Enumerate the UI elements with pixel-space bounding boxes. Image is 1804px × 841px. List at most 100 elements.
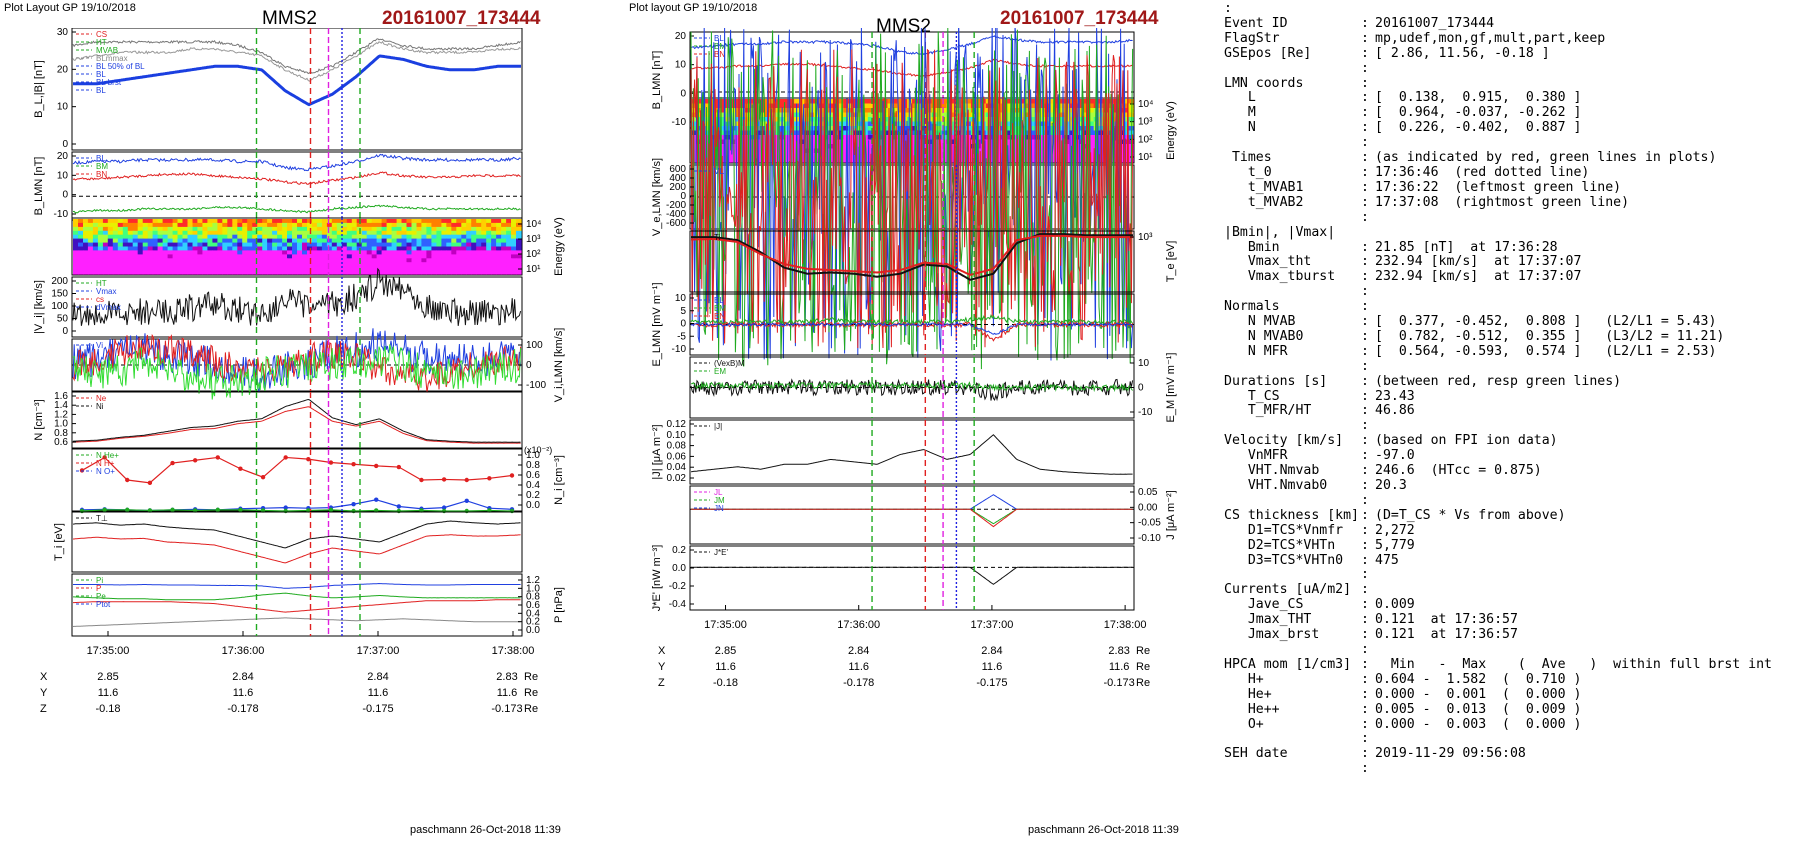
spectrogram-cell [774, 108, 780, 114]
spectrogram-cell [142, 219, 149, 224]
spectrogram-cell [187, 250, 194, 255]
spectrogram-cell [297, 254, 303, 259]
spectrogram-cell [784, 112, 790, 118]
info-row: VnMFR: -97.0 [1224, 448, 1800, 464]
spectrogram-cell [476, 250, 482, 255]
spectrogram-cell [147, 222, 154, 228]
spectrogram-cell [491, 242, 497, 248]
spectrogram-cell [247, 262, 253, 267]
spectrogram-cell [1049, 103, 1055, 109]
spectrogram-cell [1039, 144, 1046, 150]
spectrogram-cell [92, 230, 99, 236]
spectrogram-cell [112, 238, 119, 244]
y-axis-label: |J| [μA m⁻²] [651, 424, 663, 479]
info-row: : [1224, 284, 1800, 300]
left-tick-label: 1.6 [54, 391, 68, 402]
spectrogram-cell [401, 219, 408, 224]
spectrogram-cell [132, 254, 139, 259]
spectrogram-cell [117, 226, 124, 232]
spectrogram-cell [1005, 112, 1011, 118]
spectrogram-cell [361, 250, 368, 255]
info-value: 17:36:46 (red dotted line) [1375, 164, 1590, 180]
spectrogram-cell [381, 246, 388, 251]
info-row: He+:0.000 - 0.001 ( 0.000 ) [1224, 687, 1800, 703]
spectrogram-cell [441, 234, 447, 240]
spectrogram-cell [867, 144, 874, 150]
spectrogram-cell [416, 262, 423, 267]
spectrogram-cell [511, 230, 517, 236]
spectrogram-cell [127, 238, 134, 244]
spectrogram-cell [828, 108, 834, 114]
spectrogram-cell [995, 103, 1001, 109]
legend-entry: |J| [714, 422, 722, 431]
spectrogram-cell [406, 258, 413, 263]
spectrogram-cell [117, 270, 124, 275]
info-value: 0.009 [1375, 597, 1415, 613]
spectrogram-cell [461, 250, 467, 255]
spectrogram-cell [272, 250, 278, 255]
spectrogram-cell [252, 250, 258, 255]
spectrogram-cell [735, 144, 741, 150]
info-sep: : [1361, 388, 1369, 404]
info-value: (based on FPI ion data) [1375, 433, 1558, 449]
spectrogram-cell [127, 246, 134, 251]
spectrogram-cell [73, 222, 79, 228]
spectrogram-cell [292, 226, 298, 232]
info-value: 17:36:22 (leftmost green line) [1375, 179, 1622, 195]
spectrogram-cell [182, 234, 189, 240]
spectrogram-cell [735, 126, 741, 132]
spectrogram-cell [1034, 121, 1041, 127]
spectrogram-cell [207, 242, 213, 248]
spectrogram-cell [202, 234, 208, 240]
spectrogram-cell [252, 222, 258, 228]
spectrogram-cell [491, 270, 497, 275]
spectrogram-cell [297, 242, 303, 248]
spectrogram-cell [431, 222, 437, 228]
spectrogram-cell [720, 135, 726, 141]
spectrogram-cell [212, 270, 218, 275]
spectrogram-cell [232, 246, 238, 251]
spectrogram-cell [117, 250, 124, 255]
right-tick-label: 10⁴ [1138, 99, 1153, 110]
legend-entry: Ne [96, 394, 107, 403]
spectrogram-cell [356, 242, 363, 248]
spectrogram-cell [975, 103, 982, 109]
spectrogram-cell [366, 222, 373, 228]
series-line-NH [81, 456, 513, 484]
right-axis-label: E_M [mV m⁻¹] [1165, 353, 1177, 423]
spectrogram-cell [331, 246, 338, 251]
spectrogram-cell [396, 250, 403, 255]
info-sep: : [1361, 448, 1369, 464]
spectrogram-cell [242, 258, 248, 263]
spectrogram-cell [107, 246, 114, 251]
spectrogram-cell [1059, 112, 1065, 118]
spectrogram-cell [1029, 139, 1036, 145]
spectrogram-cell [97, 266, 104, 271]
info-sep: : [1361, 612, 1369, 628]
info-sep: : [1361, 731, 1369, 747]
panel-frame [689, 485, 1135, 545]
spectrogram-cell [217, 222, 223, 228]
panel-frame [71, 28, 523, 151]
spectrogram-cell [1029, 135, 1036, 141]
left-tick-label: -200 [666, 200, 686, 211]
spectrogram-cell [1029, 112, 1036, 118]
spectrogram-cell [892, 117, 898, 123]
info-key: N [1224, 120, 1256, 136]
spectrogram-cell [471, 254, 477, 259]
spectrogram-cell [1128, 148, 1134, 154]
pos-value: 2.85 [97, 671, 118, 683]
spectrogram-cell [257, 238, 263, 244]
spectrogram-cell [1123, 108, 1129, 114]
spectrogram-cell [720, 157, 726, 163]
info-sep: : [1361, 90, 1369, 106]
spectrogram-cell [804, 112, 810, 118]
info-value: [ 0.564, -0.593, 0.574 ] (L2/L1 = 2.53) [1375, 343, 1717, 359]
spectrogram-cell [725, 117, 731, 123]
spectrogram-cell [336, 234, 343, 240]
spectrogram-cell [381, 266, 388, 271]
spectrogram-cell [152, 254, 159, 259]
spectrogram-cell [346, 238, 353, 244]
spectrogram-cell [828, 117, 834, 123]
spectrogram-cell [1123, 99, 1129, 105]
